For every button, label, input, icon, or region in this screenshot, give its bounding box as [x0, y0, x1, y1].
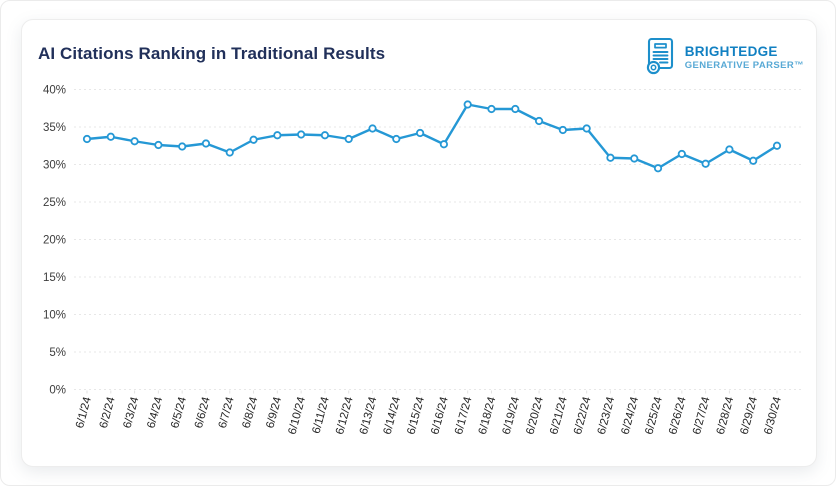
data-point[interactable] — [416, 128, 425, 138]
x-axis-tick-label: 6/13/24 — [358, 395, 380, 436]
x-axis-tick-label: 6/25/24 — [643, 395, 665, 436]
y-axis-tick-label: 5% — [49, 347, 66, 359]
chart-card: 0% 5% 10% 15% 20% 25% 30% 35% 40% 6/1/24 6/2/24 6/3… — [21, 19, 817, 467]
y-axis-tick-label: 40% — [43, 85, 66, 97]
x-axis-tick-label: 6/10/24 — [287, 395, 309, 436]
x-axis-tick-label: 6/2/24 — [98, 395, 118, 430]
data-point[interactable] — [368, 124, 377, 133]
data-point[interactable] — [606, 153, 615, 162]
x-axis-tick-label: 6/27/24 — [691, 395, 713, 436]
y-axis-tick-label: 15% — [43, 272, 66, 284]
x-axis-tick-label: 6/1/24 — [74, 395, 94, 430]
x-axis-tick-label: 6/21/24 — [548, 395, 570, 436]
x-axis-tick-label: 6/20/24 — [524, 395, 546, 436]
data-point[interactable] — [249, 135, 258, 144]
x-axis-tick-label: 6/30/24 — [762, 395, 784, 436]
x-axis-tick-label: 6/16/24 — [429, 395, 451, 436]
logo-brand-name: BRIGHTEDGE — [684, 44, 778, 60]
brightedge-logo: BRIGHTEDGE GENERATIVE PARSER™ — [641, 36, 804, 81]
x-axis-tick-label: 6/11/24 — [311, 395, 332, 435]
data-point[interactable] — [487, 104, 496, 114]
x-axis-tick-label: 6/15/24 — [405, 395, 427, 436]
y-axis-tick-label: 0% — [49, 385, 66, 397]
y-axis-tick-label: 35% — [43, 122, 66, 134]
data-point[interactable] — [297, 130, 306, 139]
x-axis-tick-label: 6/5/24 — [169, 395, 189, 430]
data-point[interactable] — [201, 139, 211, 148]
data-point[interactable] — [534, 116, 544, 126]
data-point[interactable] — [344, 134, 353, 144]
data-point[interactable] — [320, 131, 330, 140]
data-point[interactable] — [772, 141, 782, 150]
x-axis-tick-label: 6/23/24 — [596, 395, 618, 436]
data-point[interactable] — [154, 140, 163, 150]
data-point[interactable] — [511, 104, 520, 114]
x-axis-tick-label: 6/26/24 — [667, 395, 689, 436]
chart-title: AI Citations Ranking in Traditional Resu… — [38, 44, 386, 63]
x-axis-tick-label: 6/29/24 — [739, 395, 761, 436]
card-header: AI Citations Ranking in Traditional Resu… — [22, 20, 816, 81]
data-point[interactable] — [701, 159, 710, 168]
x-axis-tick-label: 6/14/24 — [382, 395, 404, 436]
x-axis-tick-label: 6/7/24 — [217, 395, 237, 430]
y-axis-tick-label: 30% — [43, 160, 66, 172]
data-point[interactable] — [439, 140, 448, 149]
x-axis-tick-label: 6/6/24 — [193, 395, 213, 430]
x-axis-tick-label: 6/3/24 — [122, 395, 142, 430]
data-point[interactable] — [677, 149, 686, 159]
data-point[interactable] — [106, 132, 115, 141]
data-point[interactable] — [82, 134, 92, 144]
citations-line-chart: 0%5%10%15%20%25%30%35%40%6/1/24 6/2/24 6/3… — [43, 85, 802, 436]
document-scanner-icon — [641, 36, 679, 81]
x-axis-tick-label: 6/19/24 — [501, 395, 523, 436]
y-axis-tick-label: 10% — [43, 310, 66, 322]
data-point[interactable] — [273, 131, 282, 140]
data-point[interactable] — [463, 100, 472, 109]
x-axis-tick-label: 6/4/24 — [145, 395, 165, 430]
data-point[interactable] — [653, 164, 663, 173]
data-point[interactable] — [225, 148, 234, 157]
data-point[interactable] — [630, 154, 639, 163]
x-axis-tick-label: 6/12/24 — [334, 395, 356, 436]
logo-text: BRIGHTEDGE GENERATIVE PARSER™ — [684, 44, 804, 72]
x-axis-tick-label: 6/18/24 — [477, 395, 499, 436]
data-point[interactable] — [725, 145, 734, 154]
data-point[interactable] — [392, 134, 401, 144]
data-point[interactable] — [749, 156, 758, 165]
data-point[interactable] — [582, 124, 591, 133]
y-axis-tick-label: 20% — [43, 235, 66, 247]
data-point[interactable] — [558, 125, 567, 135]
x-axis-tick-label: 6/28/24 — [715, 395, 737, 436]
y-axis-tick-label: 25% — [43, 197, 66, 209]
x-axis-tick-label: 6/9/24 — [264, 395, 284, 430]
data-point[interactable] — [130, 137, 139, 146]
x-axis-tick-label: 6/22/24 — [572, 395, 594, 436]
data-point[interactable] — [178, 142, 187, 151]
x-axis-tick-label: 6/8/24 — [241, 395, 261, 430]
logo-product-name: GENERATIVE PARSER™ — [684, 60, 804, 72]
x-axis-tick-label: 6/24/24 — [620, 395, 642, 436]
series-line — [85, 103, 779, 170]
x-axis-tick-label: 6/17/24 — [453, 395, 475, 436]
